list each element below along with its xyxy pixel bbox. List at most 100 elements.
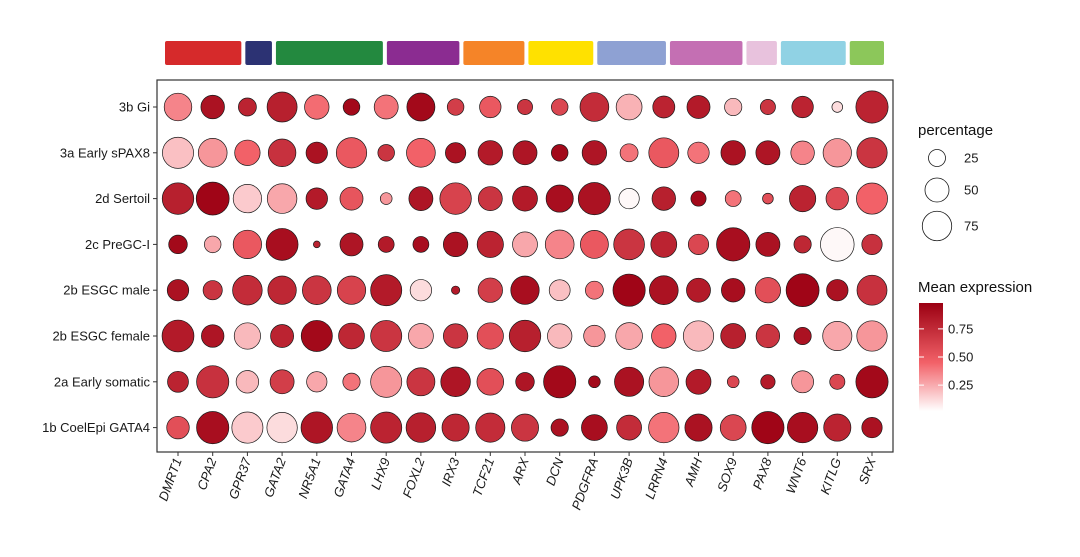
dot-TCF21-5 [476, 322, 504, 350]
dot-NR5A1-0 [304, 94, 330, 120]
dot-GATA2-7 [266, 412, 298, 444]
dot-PAX8-3 [755, 232, 781, 257]
dot-LRRN4-3 [650, 231, 678, 258]
dot-LRRN4-0 [652, 95, 676, 119]
colorbar-label: 0.75 [948, 321, 973, 336]
annotation-segment [528, 41, 594, 65]
dot-GATA4-6 [342, 372, 361, 391]
dot-DMRT1-1 [162, 136, 194, 169]
dot-SRX-6 [855, 365, 889, 399]
dot-GATA4-5 [338, 322, 365, 350]
row-label: 2b ESGC female [52, 329, 150, 344]
dot-GPR37-0 [238, 97, 257, 117]
dot-CPA2-4 [202, 280, 223, 301]
dot-FOXL2-3 [412, 236, 430, 253]
dot-DMRT1-5 [161, 319, 195, 353]
dot-FOXL2-6 [406, 367, 436, 397]
dot-DMRT1-0 [163, 92, 193, 122]
dot-DMRT1-3 [168, 234, 188, 255]
annotation-segment [597, 41, 666, 65]
dot-PDGFRA-6 [588, 375, 601, 389]
dot-FOXL2-1 [406, 138, 436, 168]
gene-label: GATA2 [261, 455, 289, 499]
dot-DCN-3 [544, 229, 575, 260]
dot-FOXL2-0 [406, 92, 436, 122]
dot-KITLG-4 [826, 279, 849, 302]
dot-GATA2-0 [266, 91, 298, 123]
dot-NR5A1-7 [300, 411, 333, 444]
dot-ARX-3 [512, 231, 538, 258]
dot-GPR37-1 [234, 139, 261, 166]
percentage-legend-key [921, 210, 953, 242]
dot-CPA2-6 [196, 365, 230, 399]
annotation-segment [245, 41, 272, 65]
dot-LHX9-7 [370, 411, 403, 444]
dot-AMH-4 [686, 277, 711, 303]
dot-GPR37-5 [233, 322, 261, 350]
dot-TCF21-6 [476, 368, 505, 396]
gene-label: FOXL2 [400, 455, 428, 500]
row-label: 2d Sertoil [95, 191, 150, 206]
percentage-legend-key [928, 149, 946, 167]
dot-AMH-3 [687, 233, 710, 255]
dot-GPR37-2 [232, 184, 262, 214]
dot-UPK3B-5 [615, 322, 643, 350]
dot-ARX-6 [515, 372, 535, 392]
dot-NR5A1-1 [305, 141, 328, 164]
dot-LHX9-2 [379, 192, 393, 205]
gene-label: PAX8 [750, 455, 775, 491]
dot-KITLG-1 [822, 138, 852, 168]
gene-label: AMH [681, 455, 706, 489]
percentage-legend-label: 25 [964, 151, 978, 166]
gene-label: LHX9 [368, 456, 393, 492]
colorbar-label: 0.25 [948, 378, 973, 393]
dot-GATA4-0 [342, 98, 361, 116]
dot-DMRT1-6 [167, 370, 189, 393]
dot-LHX9-1 [377, 144, 395, 162]
dot-LRRN4-5 [651, 323, 677, 349]
dot-AMH-1 [687, 141, 710, 164]
annotation-segment [275, 41, 383, 65]
dot-IRX3-6 [440, 366, 471, 397]
dot-UPK3B-1 [619, 143, 639, 163]
dot-ARX-1 [512, 140, 538, 166]
dot-IRX3-3 [442, 231, 469, 258]
dot-DMRT1-2 [161, 182, 195, 215]
dot-FOXL2-2 [408, 186, 434, 211]
dot-PAX8-0 [759, 99, 776, 115]
dot-TCF21-4 [477, 277, 503, 303]
dot-LRRN4-6 [648, 366, 679, 397]
annotation-segment [780, 41, 846, 65]
dot-SRX-2 [856, 182, 888, 215]
dot-AMH-7 [684, 413, 713, 442]
dot-GATA2-6 [269, 369, 295, 395]
dot-PDGFRA-1 [581, 140, 608, 166]
annotation-segment [463, 41, 525, 65]
dot-GATA2-4 [267, 275, 297, 305]
dot-KITLG-6 [829, 373, 846, 390]
dot-SOX9-7 [719, 414, 747, 441]
dot-LRRN4-1 [648, 137, 680, 169]
gene-label: NR5A1 [295, 456, 323, 501]
dot-WNT6-1 [790, 140, 815, 165]
percentage-legend-title: percentage [918, 122, 993, 139]
percentage-legend-key [924, 177, 950, 203]
dot-GATA2-5 [270, 324, 294, 348]
dot-SRX-0 [855, 90, 889, 124]
dot-GATA2-1 [267, 138, 297, 167]
dot-layer [161, 90, 889, 445]
dot-IRX3-7 [441, 413, 470, 442]
dot-LHX9-4 [370, 274, 403, 307]
dot-WNT6-6 [791, 370, 814, 394]
annotation-segment [165, 41, 242, 65]
dot-TCF21-7 [475, 412, 506, 443]
dot-UPK3B-2 [618, 188, 640, 210]
dot-LRRN4-4 [649, 275, 679, 305]
dot-GPR37-3 [232, 229, 262, 259]
dot-UPK3B-6 [614, 366, 645, 397]
dot-ARX-4 [510, 275, 540, 305]
dot-LHX9-5 [370, 320, 403, 352]
dot-TCF21-3 [476, 230, 504, 258]
dot-GATA4-7 [336, 412, 367, 443]
dot-GATA4-1 [335, 137, 368, 169]
